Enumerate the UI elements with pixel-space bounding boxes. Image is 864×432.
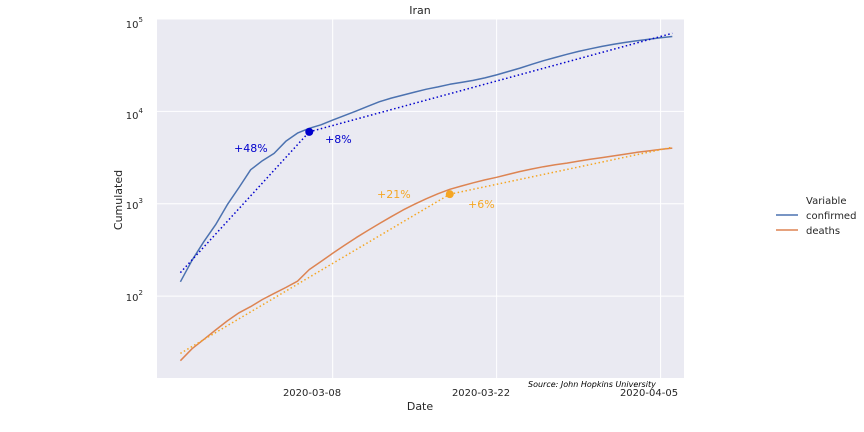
series-line-deaths (179, 147, 673, 362)
breakpoint-marker-confirmed (305, 127, 314, 136)
marker-layer (305, 127, 454, 199)
annotation-deaths-after: +6% (468, 198, 495, 211)
legend: Variable confirmed deaths (776, 196, 856, 237)
annotation-confirmed-after: +8% (325, 133, 352, 146)
series-layer (179, 35, 673, 362)
series-line-confirmed (179, 35, 673, 283)
x-axis-ticks: 2020-03-08 2020-03-22 2020-04-05 (283, 388, 678, 399)
x-tick-label: 2020-03-08 (283, 388, 341, 399)
x-tick-label: 2020-04-05 (620, 388, 678, 399)
plot-background (157, 19, 684, 378)
chart-title: Iran (409, 4, 431, 17)
x-axis-label: Date (407, 400, 434, 413)
annotations: +48% +8% +21% +6% (234, 133, 495, 211)
annotation-deaths-before: +21% (377, 188, 411, 201)
legend-entry-deaths: deaths (806, 226, 840, 237)
annotation-confirmed-before: +48% (234, 142, 268, 155)
legend-entry-confirmed: confirmed (806, 211, 856, 222)
legend-title: Variable (806, 196, 847, 207)
y-tick-label: 104 (126, 107, 144, 122)
y-tick-label: 105 (126, 16, 143, 31)
grid (157, 18, 684, 378)
y-tick-label: 102 (126, 289, 143, 304)
trend-layer (179, 32, 673, 355)
y-axis-label: Cumulated (112, 170, 125, 230)
y-tick-label: 103 (126, 197, 143, 212)
source-note: Source: John Hopkins University (528, 380, 656, 389)
trend-line-deaths (180, 193, 451, 355)
x-tick-label: 2020-03-22 (452, 388, 510, 399)
breakpoint-marker-deaths (445, 190, 454, 199)
trend-line-confirmed (309, 32, 673, 133)
y-axis-ticks: 102 103 104 105 (126, 16, 144, 304)
